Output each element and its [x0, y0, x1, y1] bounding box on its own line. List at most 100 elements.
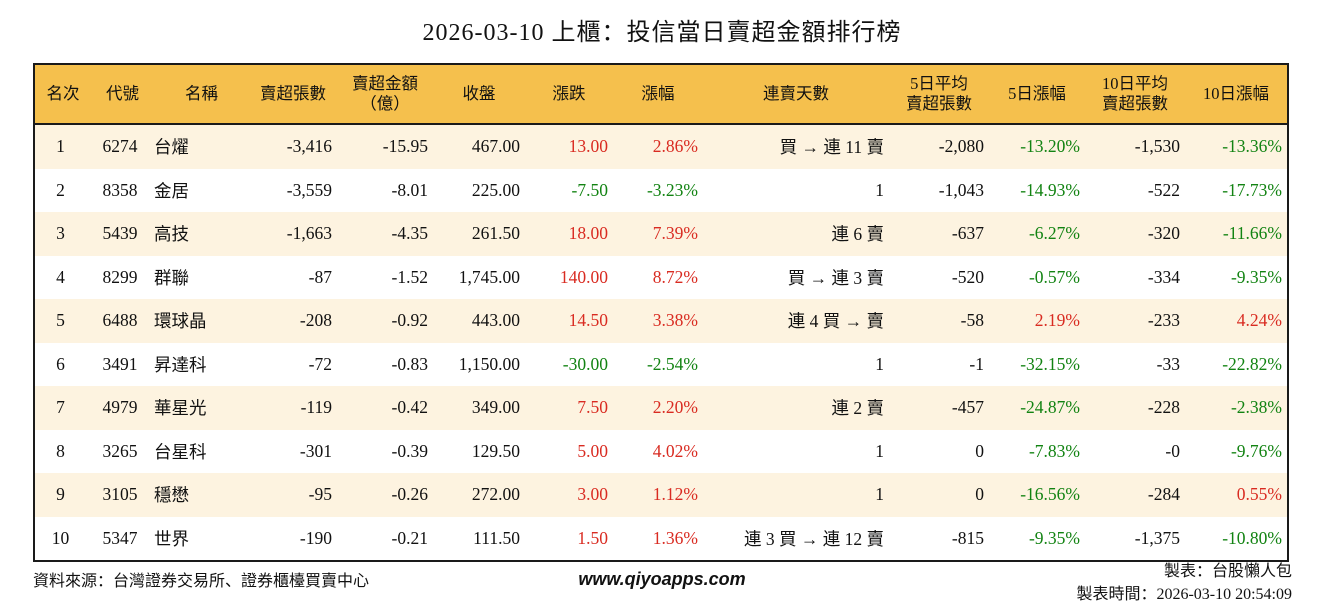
cell-change: 7.50	[577, 397, 608, 418]
cell-avg5: 0	[975, 484, 984, 505]
cell-sell_shares: -208	[299, 310, 332, 331]
cell-pct5: 2.19%	[1034, 310, 1080, 331]
cell-sell_shares: -3,559	[286, 179, 332, 200]
cell-sell_amount: -0.26	[391, 484, 428, 505]
cell-streak: 買 → 連 11 賣	[779, 137, 884, 158]
cell-close: 261.50	[471, 223, 520, 244]
cell-pct10: -22.82%	[1222, 353, 1282, 374]
column-header-name: 名稱	[154, 64, 249, 125]
cell-close: 1,150.00	[458, 353, 520, 374]
table-header-row: 名次 代號 名稱 賣超張數 賣超金額 （億） 收盤 漲跌 漲幅 連賣天數 5日平均 賣超張數 5日漲…	[34, 64, 1288, 125]
cell-name: 群聯	[154, 267, 189, 288]
cell-pct10: -17.73%	[1222, 179, 1282, 200]
cell-sell_shares: -95	[308, 484, 332, 505]
cell-avg10: -33	[1156, 353, 1180, 374]
table-row: 6 3491 昇達科 -72 -0.83 1,150.00 -30.00 -2.54% 1 -1 -…	[34, 343, 1288, 387]
cell-rank: 5	[56, 310, 65, 331]
cell-change: 1.50	[577, 527, 608, 548]
cell-close: 129.50	[471, 440, 520, 461]
cell-avg10: -1,375	[1134, 527, 1180, 548]
column-header-rank: 名次	[34, 64, 91, 125]
cell-close: 467.00	[471, 136, 520, 157]
cell-sell_shares: -3,416	[286, 136, 332, 157]
cell-avg5: -1	[969, 353, 984, 374]
cell-change_pct: -3.23%	[646, 179, 698, 200]
cell-avg5: -815	[951, 527, 984, 548]
cell-change: -7.50	[571, 179, 608, 200]
cell-pct5: -16.56%	[1020, 484, 1080, 505]
cell-pct5: -0.57%	[1028, 266, 1080, 287]
cell-avg10: -0	[1165, 440, 1180, 461]
cell-streak: 1	[875, 440, 884, 461]
cell-code: 8299	[102, 266, 138, 287]
column-header-change_pct: 漲幅	[613, 64, 703, 125]
cell-sell_shares: -87	[308, 266, 332, 287]
cell-change: 5.00	[577, 440, 608, 461]
cell-pct5: -14.93%	[1020, 179, 1080, 200]
cell-avg10: -1,530	[1134, 136, 1180, 157]
cell-pct10: -13.36%	[1222, 136, 1282, 157]
cell-avg5: 0	[975, 440, 984, 461]
cell-avg5: -457	[951, 397, 984, 418]
cell-change_pct: 3.38%	[652, 310, 698, 331]
cell-streak: 1	[875, 484, 884, 505]
cell-pct5: -6.27%	[1028, 223, 1080, 244]
cell-pct10: -9.35%	[1230, 266, 1282, 287]
report-author: 製表：台股懶人包	[1163, 563, 1292, 580]
cell-avg5: -1,043	[938, 179, 984, 200]
column-header-pct10: 10日漲幅	[1185, 64, 1288, 125]
table-row: 4 8299 群聯 -87 -1.52 1,745.00 140.00 8.72% 買 → 連 …	[34, 256, 1288, 300]
cell-rank: 1	[56, 136, 65, 157]
cell-pct5: -13.20%	[1020, 136, 1080, 157]
table-row: 5 6488 環球晶 -208 -0.92 443.00 14.50 3.38% 連 4 買 →…	[34, 299, 1288, 343]
cell-avg10: -320	[1147, 223, 1180, 244]
cell-code: 5439	[102, 223, 138, 244]
ranking-table: 名次 代號 名稱 賣超張數 賣超金額 （億） 收盤 漲跌 漲幅 連賣天數 5日平均 賣超張數 5日漲…	[33, 63, 1289, 562]
data-source-note: 資料來源：台灣證券交易所、證券櫃檯買賣中心	[33, 573, 370, 590]
cell-rank: 6	[56, 353, 65, 374]
cell-rank: 8	[56, 440, 65, 461]
cell-avg5: -2,080	[938, 136, 984, 157]
column-header-streak: 連賣天數	[703, 64, 889, 125]
cell-pct5: -7.83%	[1028, 440, 1080, 461]
column-header-pct5: 5日漲幅	[989, 64, 1085, 125]
column-header-code: 代號	[91, 64, 154, 125]
cell-name: 台燿	[154, 137, 189, 158]
cell-sell_amount: -0.42	[391, 397, 428, 418]
cell-rank: 3	[56, 223, 65, 244]
cell-name: 昇達科	[154, 354, 207, 375]
cell-change_pct: 4.02%	[652, 440, 698, 461]
cell-pct5: -9.35%	[1028, 527, 1080, 548]
cell-rank: 10	[51, 527, 70, 548]
cell-streak: 買 → 連 3 賣	[787, 267, 884, 288]
cell-name: 高技	[154, 224, 189, 245]
cell-streak: 連 4 買 → 賣	[787, 311, 884, 332]
table-row: 10 5347 世界 -190 -0.21 111.50 1.50 1.36% 連 3 買 → …	[34, 517, 1288, 562]
report-timestamp: 製表時間：2026-03-10 20:54:09	[1076, 586, 1292, 603]
cell-sell_shares: -190	[299, 527, 332, 548]
cell-streak: 連 3 買 → 連 12 賣	[744, 528, 884, 549]
cell-change: 140.00	[559, 266, 608, 287]
cell-sell_shares: -72	[308, 353, 332, 374]
cell-pct10: 0.55%	[1236, 484, 1282, 505]
cell-close: 1,745.00	[458, 266, 520, 287]
cell-name: 台星科	[154, 441, 207, 462]
cell-rank: 9	[56, 484, 65, 505]
cell-rank: 2	[56, 179, 65, 200]
cell-sell_shares: -301	[299, 440, 332, 461]
cell-sell_amount: -0.39	[391, 440, 428, 461]
cell-sell_amount: -4.35	[391, 223, 428, 244]
cell-name: 穩懋	[154, 485, 189, 506]
column-header-sell_shares: 賣超張數	[249, 64, 337, 125]
cell-name: 世界	[154, 528, 189, 549]
cell-sell_amount: -0.92	[391, 310, 428, 331]
cell-rank: 4	[56, 266, 65, 287]
cell-code: 6274	[102, 136, 138, 157]
table-row: 8 3265 台星科 -301 -0.39 129.50 5.00 4.02% 1 0 -7.83%…	[34, 430, 1288, 474]
column-header-avg5: 5日平均 賣超張數	[889, 64, 989, 125]
cell-close: 111.50	[473, 527, 520, 548]
cell-change: 18.00	[568, 223, 608, 244]
cell-streak: 連 6 賣	[831, 224, 885, 245]
cell-sell_amount: -1.52	[391, 266, 428, 287]
cell-pct10: -11.66%	[1222, 223, 1282, 244]
